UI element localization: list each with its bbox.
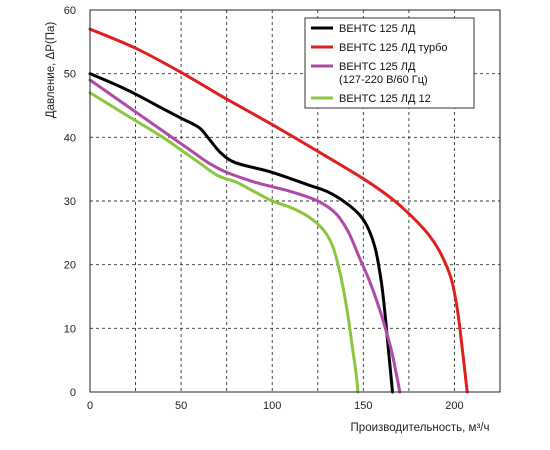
grid <box>90 10 500 392</box>
tick-labels: 0 50 100 150 200 0 10 20 30 40 50 60 <box>64 5 464 412</box>
series-line-4 <box>88 91 360 394</box>
legend-label-line: ВЕНТС 125 ЛД <box>339 23 416 35</box>
series-line-2 <box>88 27 469 394</box>
legend-box <box>304 17 475 109</box>
plot-frame <box>89 9 501 393</box>
legend-label-line: ВЕНТС 125 ЛД 12 <box>339 93 431 105</box>
y-tick-label: 30 <box>64 196 76 208</box>
legend-label: ВЕНТС 125 ЛД <box>339 23 416 35</box>
y-axis-label: Давление, ΔР(Па) <box>45 22 57 119</box>
x-tick-label: 50 <box>175 400 187 412</box>
series-line-3 <box>88 78 402 394</box>
y-tick-label: 40 <box>64 132 76 144</box>
y-tick-label: 0 <box>70 387 76 399</box>
legend: ВЕНТС 125 ЛД ВЕНТС 125 ЛД турбо ВЕНТС 125 … <box>304 17 475 109</box>
y-tick-label: 50 <box>64 69 76 81</box>
y-tick-label: 10 <box>64 323 76 335</box>
legend-label: ВЕНТС 125 ЛД турбо <box>339 42 448 54</box>
x-tick-label: 150 <box>354 400 372 412</box>
legend-label-line: ВЕНТС 125 ЛД турбо <box>339 42 448 54</box>
legend-label-line: ВЕНТС 125 ЛД <box>339 61 416 73</box>
x-tick-label: 0 <box>87 400 93 412</box>
series-line-1 <box>88 72 394 394</box>
series-group <box>88 27 469 394</box>
y-tick-label: 20 <box>64 260 76 272</box>
y-tick-label: 60 <box>64 5 76 17</box>
x-tick-label: 100 <box>263 400 281 412</box>
legend-label: ВЕНТС 125 ЛД 12 <box>339 93 431 105</box>
legend-label-line: (127-220 В/60 Гц) <box>339 74 428 86</box>
legend-label: ВЕНТС 125 ЛД (127-220 В/60 Гц) <box>339 61 428 86</box>
x-axis-label: Производительность, м³/ч <box>351 422 490 434</box>
x-tick-label: 200 <box>445 400 463 412</box>
